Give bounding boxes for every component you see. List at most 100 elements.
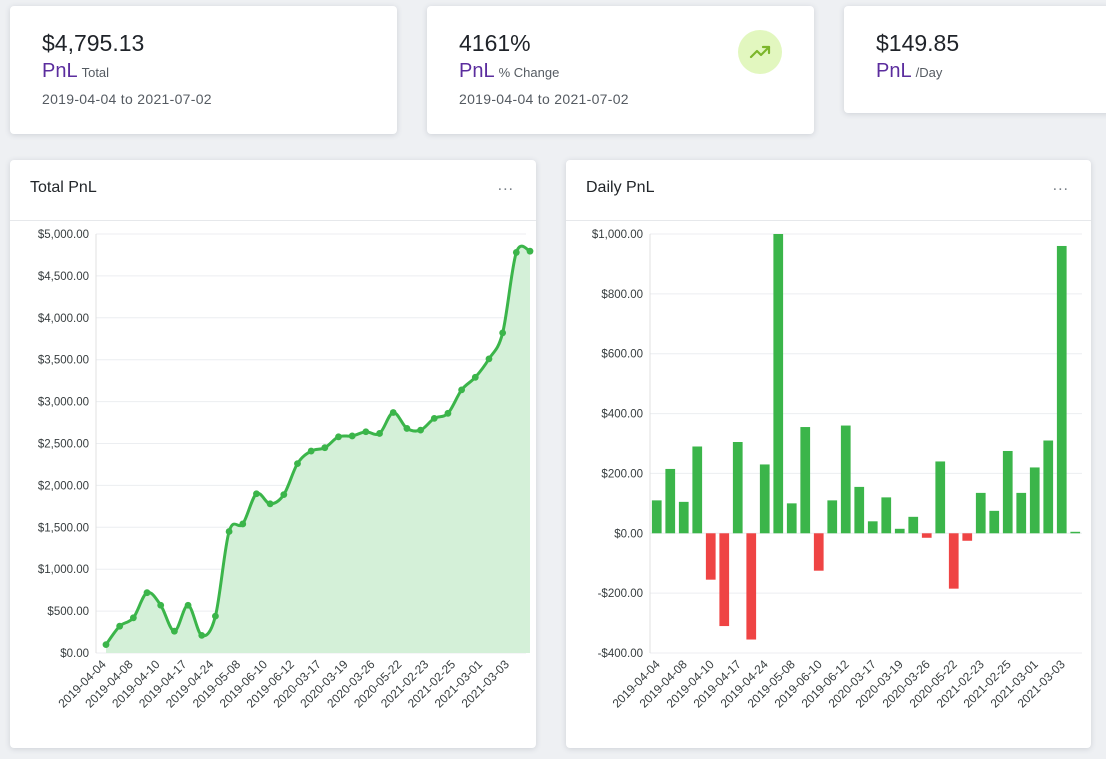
data-point — [430, 414, 438, 422]
daily-pnl-card: Daily PnL ... -$400.00 -$200.00 $0.00 $200.… — [566, 160, 1091, 748]
bar — [773, 234, 784, 534]
bar — [867, 521, 878, 534]
stat-label: PnL Total — [42, 60, 109, 83]
bar — [813, 533, 824, 571]
y-tick-label: $1,000.00 — [592, 229, 643, 241]
stat-label-sub: /Day — [915, 65, 943, 80]
data-point — [170, 627, 178, 635]
bar — [989, 510, 1000, 534]
data-point — [129, 614, 137, 622]
stat-label-sub: Total — [81, 65, 110, 80]
data-point — [102, 641, 110, 649]
data-point — [458, 386, 466, 394]
y-tick-label: $800.00 — [601, 289, 643, 301]
divider — [10, 220, 536, 221]
bar — [678, 501, 689, 534]
data-point — [335, 433, 342, 441]
y-tick-label: $0.00 — [614, 528, 643, 540]
more-options-button[interactable]: ... — [497, 177, 514, 194]
y-tick-label: $0.00 — [60, 648, 89, 660]
bar — [759, 464, 770, 534]
stat-label-sub: % Change — [498, 65, 560, 80]
bar — [665, 468, 676, 534]
bar — [881, 497, 892, 534]
chart-title: Total PnL — [30, 179, 97, 196]
y-tick-label: $5,000.00 — [38, 229, 89, 241]
data-point — [280, 491, 288, 499]
daily-pnl-chart: -$400.00 -$200.00 $0.00 $200.00 $400.00 $600.… — [592, 229, 1082, 711]
trending-up-icon — [738, 30, 782, 74]
data-point — [526, 247, 534, 255]
bar — [935, 461, 946, 534]
data-point — [403, 425, 411, 432]
bar — [827, 500, 838, 534]
bar — [705, 533, 716, 580]
y-tick-label: $1,500.00 — [38, 522, 89, 534]
bar — [1070, 531, 1081, 534]
more-options-button[interactable]: ... — [1052, 177, 1069, 194]
data-point — [444, 409, 452, 417]
data-point — [376, 430, 383, 437]
stat-date-range: 2019-04-04 to 2021-07-02 — [459, 91, 629, 107]
bar — [800, 427, 811, 534]
data-point — [362, 428, 370, 436]
bar — [746, 533, 757, 640]
y-tick-label: $2,500.00 — [38, 439, 89, 451]
y-tick-label: $500.00 — [47, 606, 89, 618]
data-point — [307, 447, 315, 455]
data-point — [116, 622, 124, 630]
bar — [948, 533, 959, 589]
bar — [840, 425, 851, 534]
data-point — [417, 426, 424, 434]
divider — [566, 220, 1091, 221]
data-point — [294, 460, 301, 468]
data-point — [225, 528, 233, 535]
stat-label: PnL% Change — [459, 60, 559, 83]
y-tick-label: $2,000.00 — [38, 480, 89, 492]
stat-card-percent-change: 4161% PnL% Change 2019-04-04 to 2021-07-… — [427, 6, 814, 134]
data-point — [471, 373, 479, 381]
data-point — [321, 444, 329, 452]
y-tick-label: $400.00 — [601, 409, 643, 421]
bar — [651, 500, 662, 534]
stat-label: PnL/Day — [876, 60, 942, 83]
data-point — [253, 490, 260, 498]
y-tick-label: $1,000.00 — [38, 564, 89, 576]
chart-title: Daily PnL — [586, 179, 655, 196]
y-tick-label: $3,500.00 — [38, 355, 89, 367]
stat-label-pnl: PnL — [42, 60, 78, 82]
stat-label-pnl: PnL — [876, 60, 912, 82]
data-point — [143, 589, 151, 597]
stat-card-per-day: $149.85 PnL/Day — [844, 6, 1106, 113]
bar — [1029, 467, 1040, 534]
y-tick-label: $4,000.00 — [38, 313, 89, 325]
y-tick-label: $3,000.00 — [38, 397, 89, 409]
data-point — [389, 409, 397, 416]
bar — [1002, 450, 1013, 534]
y-tick-label: $600.00 — [601, 349, 643, 361]
stat-date-range: 2019-04-04 to 2021-07-02 — [42, 91, 212, 107]
stat-card-total: $4,795.13 PnL Total 2019-04-04 to 2021-07… — [10, 6, 397, 134]
y-tick-label: -$200.00 — [598, 588, 643, 600]
data-point — [266, 500, 274, 508]
total-pnl-chart: $0.00 $500.00 $1,000.00 $1,500.00 $2,000.00 $… — [38, 229, 534, 711]
bar — [1016, 492, 1027, 534]
data-point — [212, 612, 219, 620]
y-tick-label: $200.00 — [601, 468, 643, 480]
y-tick-label: -$400.00 — [598, 648, 643, 660]
y-tick-label: $4,500.00 — [38, 271, 89, 283]
bar — [1056, 245, 1067, 534]
data-point — [184, 601, 192, 609]
data-point — [512, 249, 520, 256]
data-point — [499, 329, 507, 337]
stat-value: $149.85 — [876, 30, 960, 56]
data-point — [198, 632, 206, 639]
bar — [719, 533, 730, 627]
bar — [786, 503, 797, 534]
stat-label-pnl: PnL — [459, 60, 495, 82]
bar — [921, 533, 932, 538]
data-point — [157, 601, 165, 609]
stat-value: $4,795.13 — [42, 30, 145, 56]
bar — [692, 446, 703, 534]
bar — [854, 486, 865, 534]
